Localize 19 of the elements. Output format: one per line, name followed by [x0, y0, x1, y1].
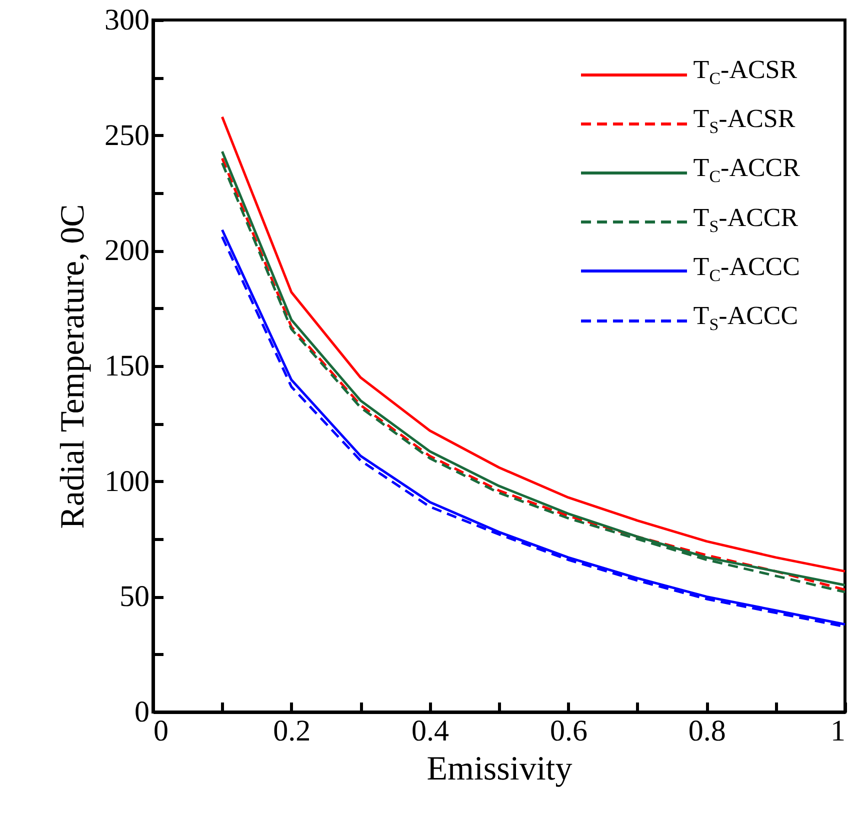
y-tick-label: 300 [104, 4, 150, 36]
x-tick-label: 0.6 [550, 714, 588, 748]
x-tick-label: 0.2 [273, 714, 311, 748]
x-axis-title: Emissivity [426, 750, 572, 788]
legend-label: T$_{C}$-ACCR [693, 152, 800, 189]
y-tick-label: 150 [104, 350, 150, 382]
y-tick-label: 100 [104, 464, 150, 498]
legend-label: T$_{C}$-ACSR [693, 54, 798, 90]
y-tick-label: 250 [104, 118, 150, 152]
legend-label: T$_{S}$-ACCR [693, 202, 798, 238]
y-tick-label: 50 [120, 580, 150, 614]
legend-label: T$_{S}$-ACSR [693, 103, 796, 140]
x-tick-label: 0.4 [412, 714, 450, 748]
x-tick-label: 0.8 [688, 714, 726, 748]
legend-label: T$_{C}$-ACCC [693, 250, 800, 287]
x-tick-label: 1 [830, 714, 846, 748]
y-axis-title: Radial Temperature, 0C [54, 204, 92, 529]
y-tick-label: 200 [104, 234, 150, 268]
legend-label: T$_{S}$-ACCC [693, 300, 798, 336]
